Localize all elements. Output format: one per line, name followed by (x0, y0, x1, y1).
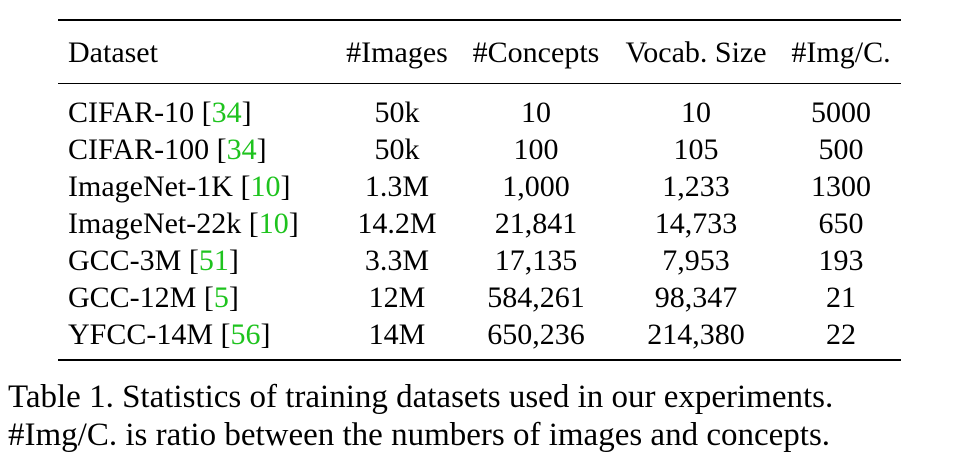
vocab-cell: 7,953 (662, 244, 730, 277)
images-cell: 12M (368, 281, 426, 314)
dataset-name: GCC-3M (68, 244, 182, 277)
header-vocab-size: Vocab. Size (611, 19, 781, 84)
citation-link[interactable]: 56 (230, 318, 261, 351)
vocab-cell: 14,733 (654, 207, 738, 240)
concepts-cell: 1,000 (502, 170, 570, 203)
header-concepts: #Concepts (461, 19, 611, 84)
concepts-cell: 584,261 (487, 281, 585, 314)
citation-link[interactable]: 51 (198, 244, 229, 277)
dataset-cell: CIFAR-100 [34] (68, 133, 267, 166)
table-row: CIFAR-100 [34] 50k 100 105 500 (58, 131, 901, 168)
ratio-cell: 22 (781, 316, 901, 361)
citation-link[interactable]: 10 (250, 170, 281, 203)
dataset-name: YFCC-14M (68, 318, 214, 351)
dataset-cell: GCC-12M [5] (68, 281, 239, 314)
citation-link[interactable]: 34 (211, 96, 242, 129)
dataset-cell: ImageNet-22k [10] (68, 207, 299, 240)
table-row: GCC-12M [5] 12M 584,261 98,347 21 (58, 279, 901, 316)
concepts-cell: 17,135 (494, 244, 578, 277)
header-img-per-concept: #Img/C. (781, 19, 901, 84)
citation-link[interactable]: 5 (213, 281, 229, 314)
header-images: #Images (333, 19, 461, 84)
images-cell: 1.3M (364, 170, 430, 203)
images-cell: 14.2M (357, 207, 437, 240)
vocab-cell: 1,233 (662, 170, 730, 203)
dataset-cell: GCC-3M [51] (68, 244, 239, 277)
images-cell: 14M (333, 316, 461, 361)
ratio-cell: 193 (818, 244, 864, 277)
dataset-cell: CIFAR-10 [34] (68, 96, 252, 129)
vocab-cell: 214,380 (611, 316, 781, 361)
dataset-name: ImageNet-22k (68, 207, 242, 240)
ratio-cell: 5000 (811, 96, 871, 129)
table-header-row: Dataset #Images #Concepts Vocab. Size #I… (58, 19, 901, 84)
concepts-cell: 100 (513, 133, 559, 166)
table-row: CIFAR-10 [34] 50k 10 10 5000 (58, 84, 901, 132)
concepts-cell: 10 (521, 96, 551, 129)
table-caption: Table 1. Statistics of training datasets… (8, 378, 963, 454)
dataset-name: ImageNet-1K (68, 170, 233, 203)
table-row: YFCC-14M [56] 14M 650,236 214,380 22 (58, 316, 901, 361)
citation-link[interactable]: 34 (226, 133, 257, 166)
vocab-cell: 105 (673, 133, 719, 166)
concepts-cell: 21,841 (494, 207, 578, 240)
dataset-name: GCC-12M (68, 281, 197, 314)
statistics-table: Dataset #Images #Concepts Vocab. Size #I… (58, 19, 901, 361)
ratio-cell: 500 (818, 133, 864, 166)
header-dataset: Dataset (58, 19, 333, 84)
statistics-table-container: Dataset #Images #Concepts Vocab. Size #I… (58, 19, 901, 361)
citation-link[interactable]: 10 (258, 207, 289, 240)
dataset-name: CIFAR-100 (68, 133, 210, 166)
vocab-cell: 10 (681, 96, 711, 129)
caption-line-1: Table 1. Statistics of training datasets… (8, 379, 834, 415)
dataset-cell: YFCC-14M [56] (58, 316, 333, 361)
table-row: ImageNet-1K [10] 1.3M 1,000 1,233 1300 (58, 168, 901, 205)
concepts-cell: 650,236 (461, 316, 611, 361)
table-row: ImageNet-22k [10] 14.2M 21,841 14,733 65… (58, 205, 901, 242)
dataset-cell: ImageNet-1K [10] (68, 170, 291, 203)
table-row: GCC-3M [51] 3.3M 17,135 7,953 193 (58, 242, 901, 279)
ratio-cell: 21 (826, 281, 856, 314)
images-cell: 3.3M (364, 244, 430, 277)
ratio-cell: 650 (818, 207, 864, 240)
vocab-cell: 98,347 (654, 281, 738, 314)
images-cell: 50k (374, 96, 420, 129)
caption-line-2: #Img/C. is ratio between the numbers of … (8, 417, 831, 453)
dataset-name: CIFAR-10 (68, 96, 195, 129)
images-cell: 50k (374, 133, 420, 166)
ratio-cell: 1300 (811, 170, 871, 203)
